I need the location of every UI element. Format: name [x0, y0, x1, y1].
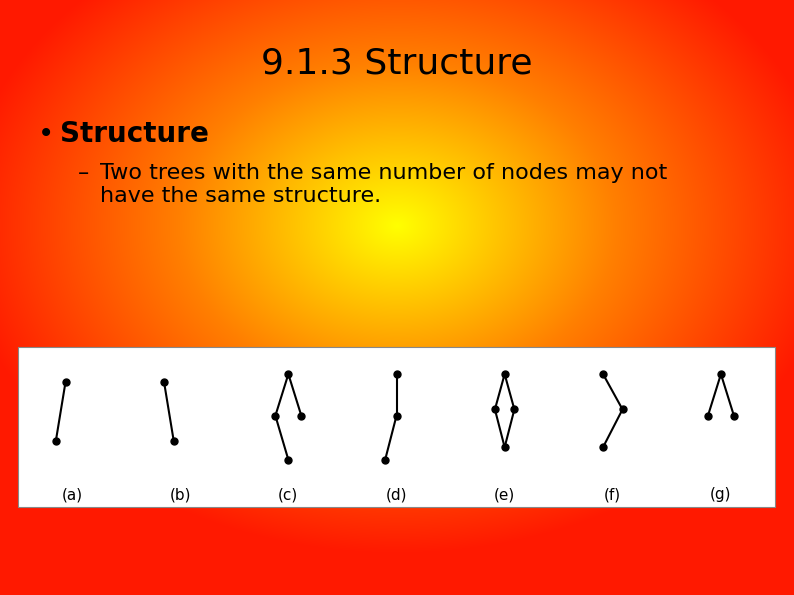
Text: •: •: [38, 120, 54, 148]
FancyBboxPatch shape: [18, 347, 775, 507]
Text: –: –: [78, 163, 89, 183]
Text: Two trees with the same number of nodes may not
have the same structure.: Two trees with the same number of nodes …: [100, 163, 667, 206]
Text: (e): (e): [494, 487, 515, 502]
Text: Structure: Structure: [60, 120, 209, 148]
Text: (g): (g): [710, 487, 732, 502]
Text: (f): (f): [604, 487, 622, 502]
Text: (c): (c): [278, 487, 299, 502]
Text: 9.1.3 Structure: 9.1.3 Structure: [261, 47, 533, 81]
Text: (d): (d): [386, 487, 407, 502]
Text: (a): (a): [61, 487, 83, 502]
Text: (b): (b): [169, 487, 191, 502]
